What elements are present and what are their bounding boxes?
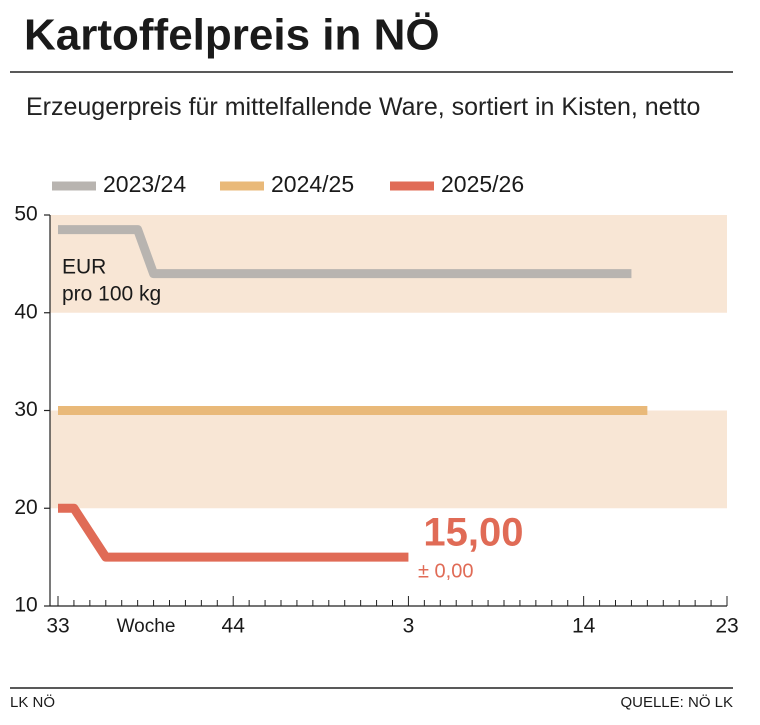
subtitle: Erzeugerpreis für mittelfallende Ware, s… [26, 93, 701, 121]
footer-right: QUELLE: NÖ LK [620, 693, 733, 711]
y-axis-label: EUR [62, 256, 106, 279]
chart-title: Kartoffelpreis in NÖ [24, 11, 440, 60]
annotation: ± 0,00 [418, 560, 473, 582]
y-tick-label: 30 [14, 398, 37, 421]
footer-left: LK NÖ [10, 693, 55, 711]
y-tick-label: 20 [14, 496, 37, 519]
value-label: 15,00 [423, 511, 523, 555]
y-axis-label: pro 100 kg [62, 283, 161, 306]
legend-label: 2025/26 [441, 171, 524, 197]
x-tick-label: 23 [715, 615, 738, 638]
series-line [58, 225, 632, 279]
series-line [58, 503, 409, 562]
y-tick-label: 40 [14, 300, 37, 323]
x-tick-label: 33 [46, 615, 69, 638]
y-tick-label: 10 [14, 594, 37, 617]
legend-label: 2024/25 [271, 171, 354, 197]
band [50, 410, 727, 509]
x-tick-label: 44 [222, 615, 246, 638]
x-axis-label: Woche [117, 616, 176, 637]
x-tick-label: 14 [572, 615, 596, 638]
legend-label: 2023/24 [103, 171, 186, 197]
band [50, 215, 727, 313]
x-tick-label: 3 [403, 615, 415, 638]
y-tick-label: 50 [14, 203, 37, 226]
